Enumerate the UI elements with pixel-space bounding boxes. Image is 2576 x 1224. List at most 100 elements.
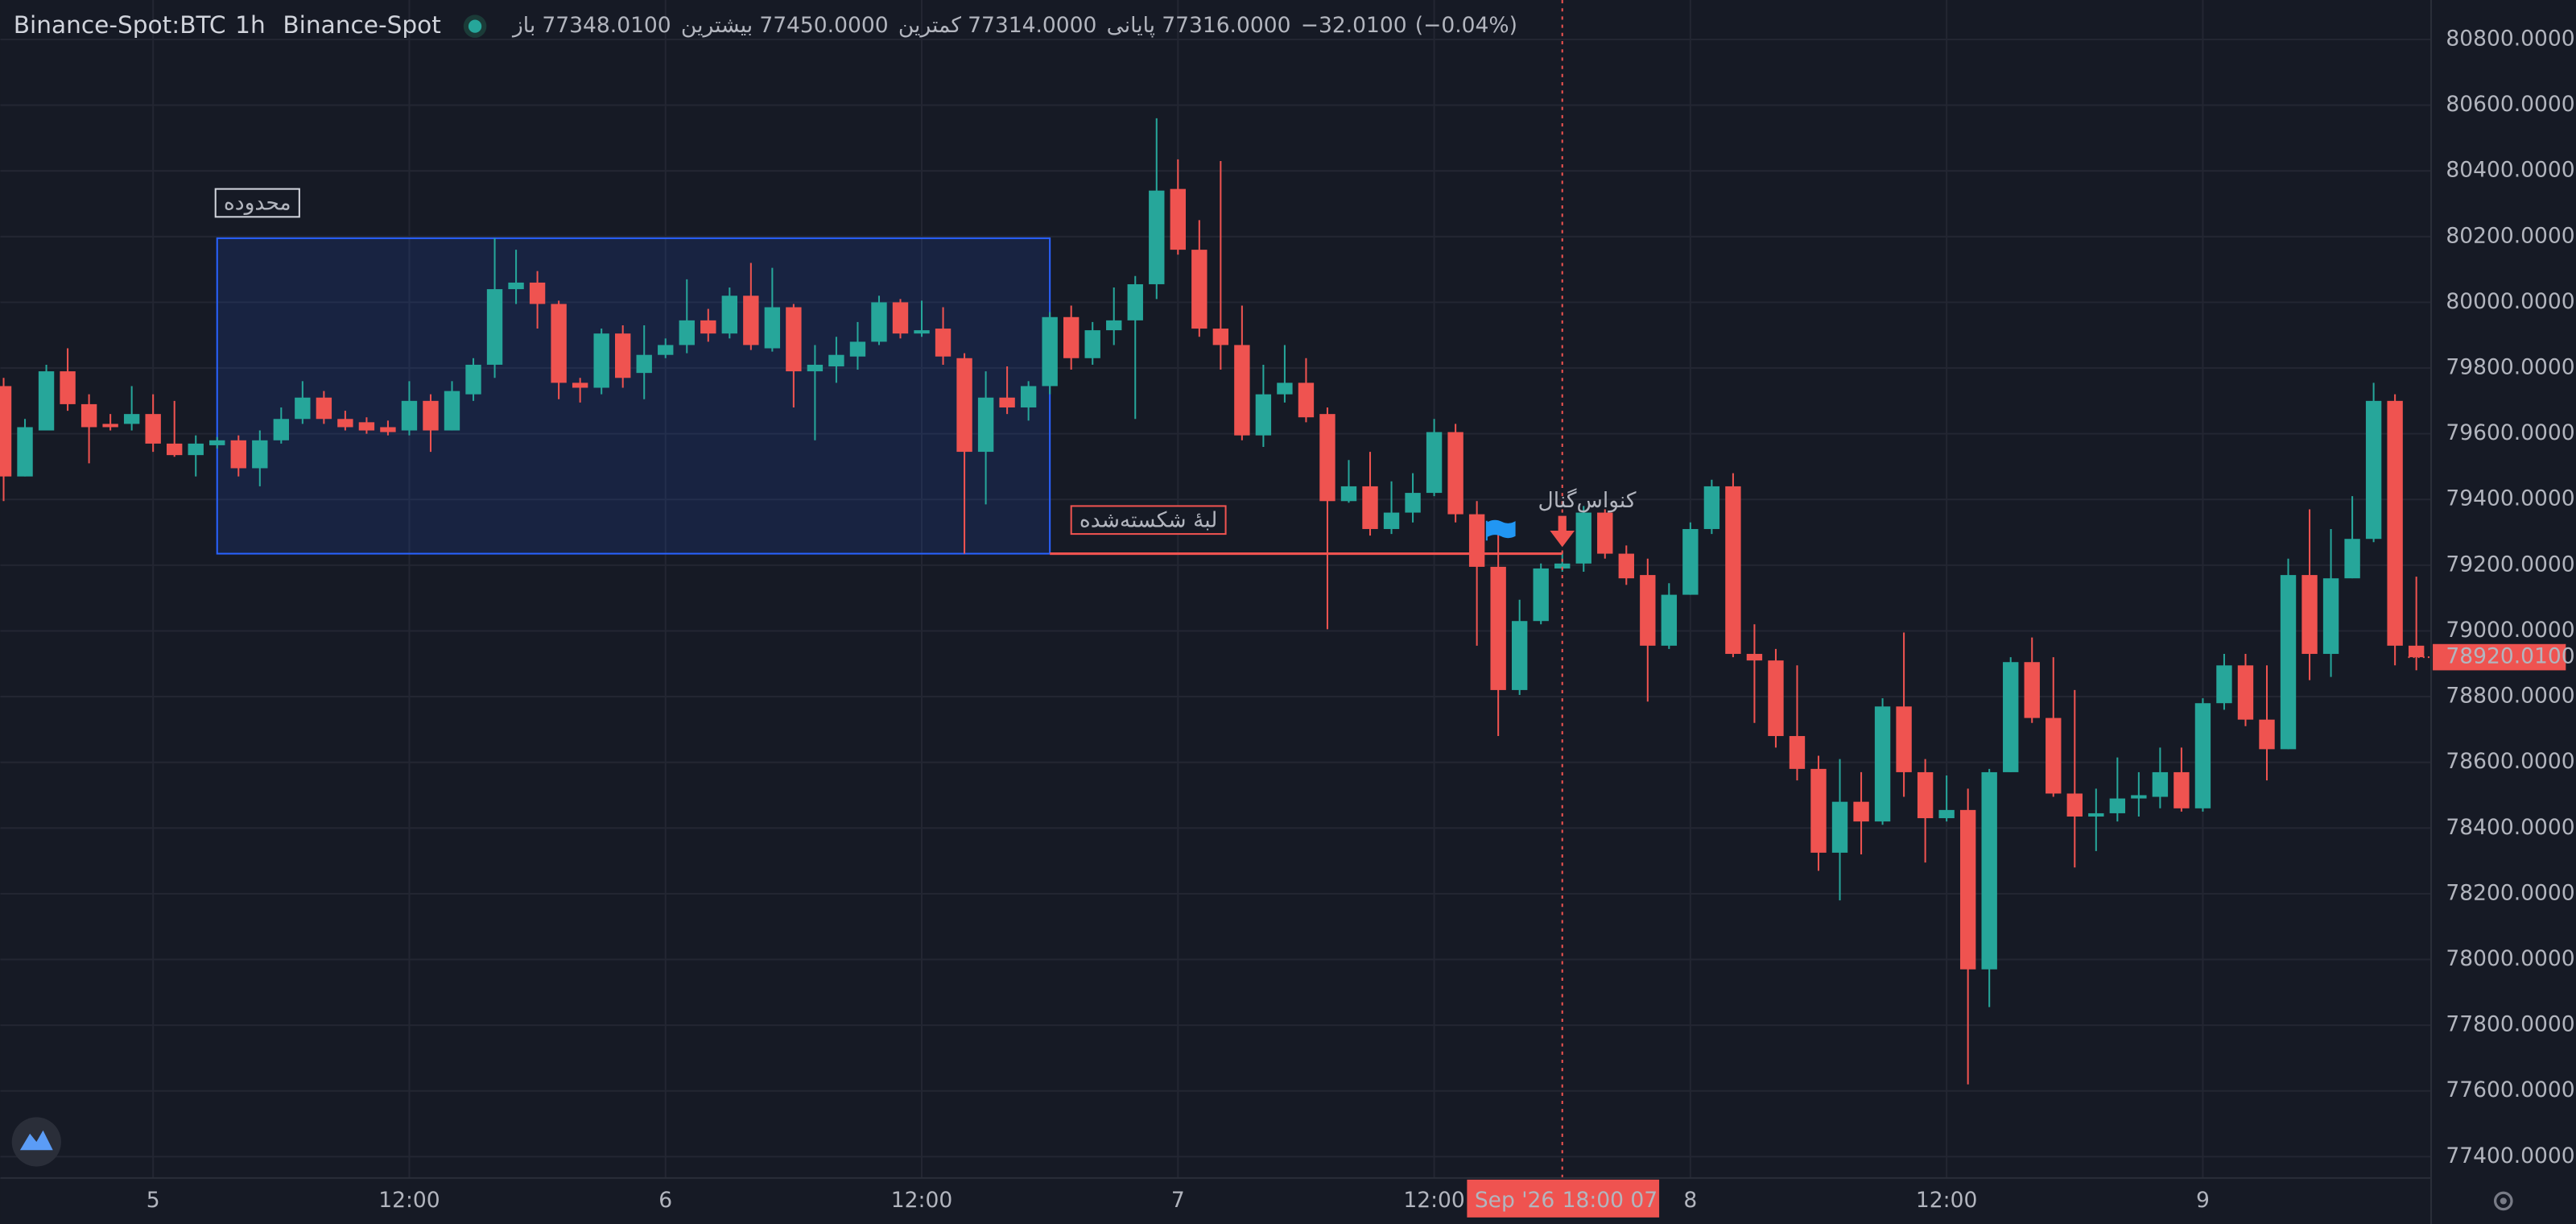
candle-body <box>1618 553 1634 579</box>
candle-body <box>465 364 481 395</box>
range-label: محدوده <box>224 190 291 215</box>
candle-body <box>614 333 631 378</box>
candle-body <box>1319 414 1335 502</box>
candle-body <box>700 320 716 334</box>
candle-body <box>230 440 246 469</box>
y-tick-label: 79000.0000 <box>2446 618 2574 643</box>
candle-body <box>1575 512 1591 564</box>
y-tick-label: 80400.0000 <box>2446 158 2574 183</box>
status-dot <box>468 19 482 33</box>
ohlc-label: پایانی <box>1107 13 1155 38</box>
candle-body <box>1468 514 1485 567</box>
x-tick-label: 12:00 <box>1916 1188 1977 1213</box>
candle-body <box>2301 575 2318 655</box>
signal-flag <box>1485 519 1516 541</box>
candle-body <box>1917 771 1934 819</box>
candle-body <box>2387 400 2403 646</box>
y-tick-label: 78600.0000 <box>2446 749 2574 774</box>
candle-body <box>658 345 674 355</box>
candle-body <box>1383 512 1400 529</box>
settings-icon[interactable] <box>2493 1191 2513 1211</box>
candle-body <box>1063 316 1080 358</box>
candle-body <box>1682 528 1699 595</box>
candle-body <box>1362 486 1378 529</box>
y-tick-label: 78000.0000 <box>2446 946 2574 971</box>
candle-body <box>786 307 802 372</box>
candle-body <box>1959 809 1976 970</box>
y-tick-label: 77600.0000 <box>2446 1077 2574 1102</box>
crosshair-label-box <box>1467 1179 1660 1218</box>
candle-body <box>2088 813 2104 817</box>
candle-body <box>80 403 97 428</box>
candle-body <box>721 296 737 334</box>
ohlc-value: 77450.0000 <box>759 13 888 38</box>
crosshair-time: 18:00 07 <box>1563 1188 1658 1213</box>
candle-body <box>1768 660 1784 737</box>
y-tick-label: 78200.0000 <box>2446 880 2574 905</box>
signal-arrow <box>1550 515 1575 548</box>
candle-body <box>2259 719 2275 750</box>
candle-body <box>1127 283 1143 320</box>
candle-body <box>102 424 118 428</box>
candle-body <box>1020 386 1037 407</box>
candle-body <box>60 371 76 404</box>
ohlc-label: بیشترین <box>681 13 753 38</box>
candle-body <box>572 382 588 388</box>
candle-body <box>828 354 844 366</box>
candle-body <box>1831 801 1848 853</box>
candle-body <box>679 320 695 345</box>
candle-body <box>1896 706 1912 772</box>
candle-body <box>1981 771 1997 970</box>
candle-body <box>1191 250 1208 329</box>
logo-icon <box>19 1130 53 1151</box>
y-tick-label: 80600.0000 <box>2446 92 2574 117</box>
candle-body <box>188 443 204 456</box>
y-tick-label: 77800.0000 <box>2446 1012 2574 1037</box>
candle-body <box>508 282 524 290</box>
x-tick-label: 12:00 <box>1403 1188 1464 1213</box>
candle-body <box>1554 563 1571 569</box>
candle-body <box>977 397 994 453</box>
candle-body <box>123 414 140 424</box>
interval: 1h <box>235 11 266 39</box>
candle-body <box>871 302 887 342</box>
candle-body <box>1853 801 1869 822</box>
candle-body <box>2194 703 2211 808</box>
candle-body <box>2365 400 2382 540</box>
overlay: محدوده لبهٔ شکسته‌شده Sep '26 18:00 07 کنواس… <box>214 0 2575 1218</box>
range-box <box>216 237 1051 555</box>
candle-body <box>0 386 12 477</box>
candle-body <box>1042 316 1058 387</box>
y-tick-label: 78400.0000 <box>2446 815 2574 840</box>
candle-body <box>1810 768 1827 853</box>
x-tick-label: 12:00 <box>891 1188 952 1213</box>
candle-body <box>764 307 781 349</box>
candle-body <box>167 443 183 456</box>
candle-body <box>999 397 1015 407</box>
candle-body <box>1340 486 1357 502</box>
candle-body <box>1255 394 1272 436</box>
candle-body <box>1725 486 1741 655</box>
y-tick-label: 79800.0000 <box>2446 355 2574 380</box>
candle-body <box>401 400 418 431</box>
candle-body <box>1212 329 1229 345</box>
y-tick-label: 79200.0000 <box>2446 552 2574 577</box>
x-tick-label: 6 <box>658 1188 672 1213</box>
exchange: Binance-Spot <box>283 11 441 39</box>
y-tick-label: 79400.0000 <box>2446 486 2574 511</box>
candle-body <box>1447 432 1463 515</box>
candle-body <box>1789 736 1806 769</box>
candle-body <box>935 329 952 357</box>
y-tick-label: 78800.0000 <box>2446 684 2574 709</box>
candle-body <box>273 419 290 440</box>
y-tick-label: 80800.0000 <box>2446 26 2574 51</box>
candle-body <box>145 414 161 444</box>
candle-body <box>252 440 268 469</box>
x-tick-label: 8 <box>1683 1188 1697 1213</box>
candle-body <box>743 296 759 345</box>
candle-body <box>1533 568 1549 622</box>
broken-edge-label-box <box>1070 505 1227 536</box>
